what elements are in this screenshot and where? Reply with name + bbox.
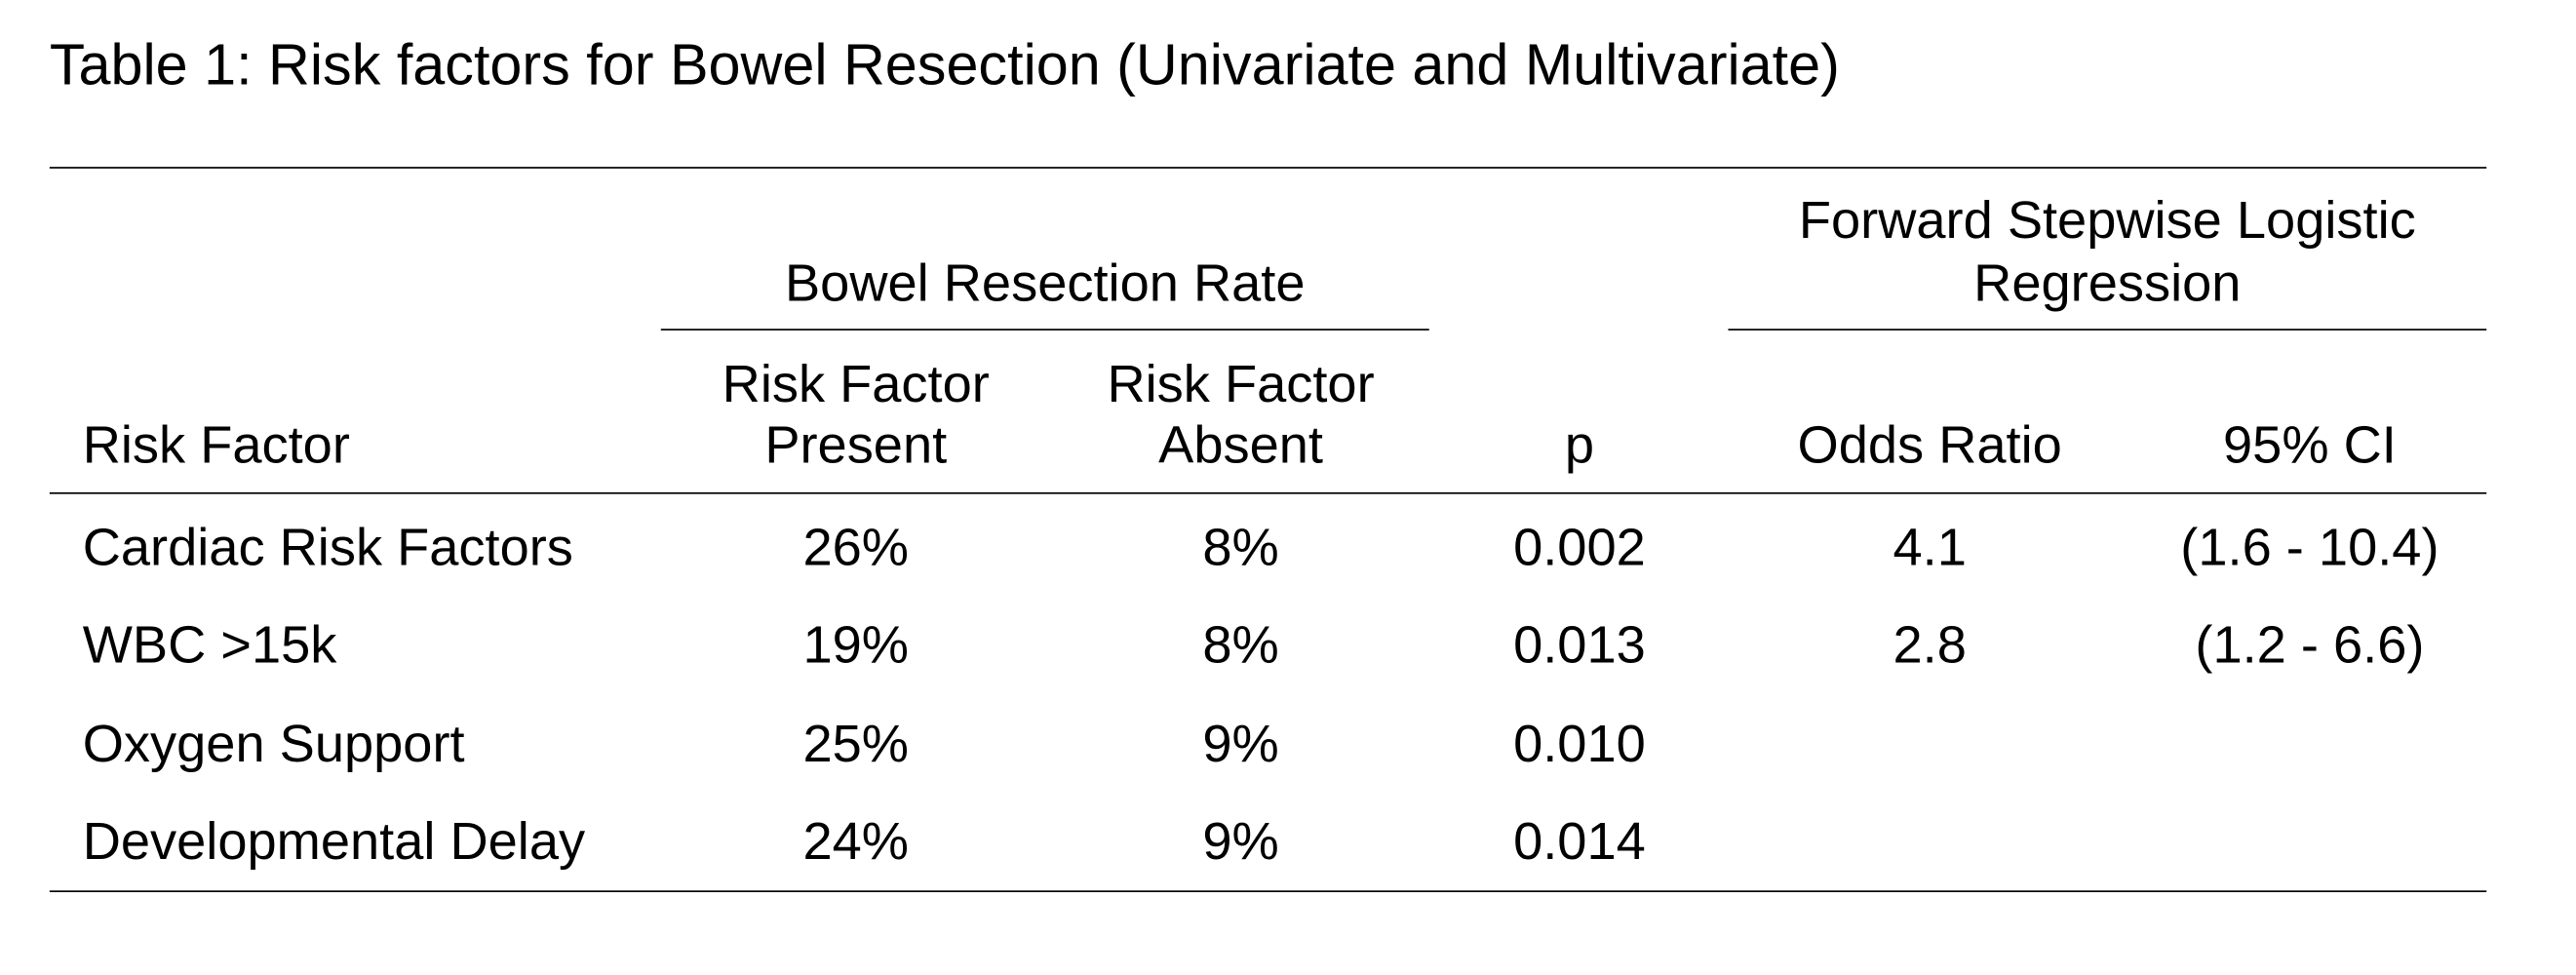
group-rule-regression	[1728, 329, 2487, 331]
row-odds-ratio: 4.1	[1893, 517, 1967, 577]
column-header-p: p	[1564, 414, 1595, 475]
column-header-odds-ratio: Odds Ratio	[1797, 414, 2062, 475]
group-rule-bowel-resection-rate	[660, 329, 1429, 331]
row-factor: Cardiac Risk Factors	[82, 517, 573, 577]
column-header-ci: 95% CI	[2223, 414, 2397, 475]
row-present: 26%	[802, 517, 910, 577]
row-absent: 9%	[1202, 810, 1279, 872]
row-p: 0.014	[1513, 810, 1646, 872]
row-factor: WBC >15k	[82, 614, 337, 675]
row-ci: (1.6 - 10.4)	[2180, 517, 2439, 577]
group-header-regression-line1: Forward Stepwise Logistic	[1798, 189, 2416, 250]
column-header-absent-line2: Absent	[1158, 414, 1323, 475]
top-rule	[49, 167, 2487, 169]
group-header-regression-line2: Regression	[1973, 253, 2242, 313]
bottom-rule	[49, 890, 2487, 893]
row-absent: 8%	[1202, 614, 1279, 675]
row-ci: (1.2 - 6.6)	[2195, 614, 2425, 675]
row-present: 19%	[802, 614, 910, 675]
row-present: 25%	[802, 714, 910, 774]
row-absent: 9%	[1202, 714, 1279, 774]
row-absent: 8%	[1202, 517, 1279, 577]
row-present: 24%	[802, 810, 910, 872]
table-title: Table 1: Risk factors for Bowel Resectio…	[49, 32, 1840, 98]
column-header-present-line1: Risk Factor	[722, 353, 990, 413]
row-p: 0.010	[1513, 714, 1646, 774]
group-header-bowel-resection-rate: Bowel Resection Rate	[785, 253, 1306, 313]
row-p: 0.013	[1513, 614, 1646, 675]
row-factor: Developmental Delay	[82, 810, 586, 872]
column-header-absent-line1: Risk Factor	[1107, 353, 1375, 413]
header-rule	[49, 491, 2487, 494]
row-p: 0.002	[1513, 517, 1646, 577]
column-header-risk-factor: Risk Factor	[82, 414, 350, 475]
row-odds-ratio: 2.8	[1893, 614, 1967, 675]
column-header-present-line2: Present	[764, 414, 948, 475]
row-factor: Oxygen Support	[82, 714, 465, 774]
